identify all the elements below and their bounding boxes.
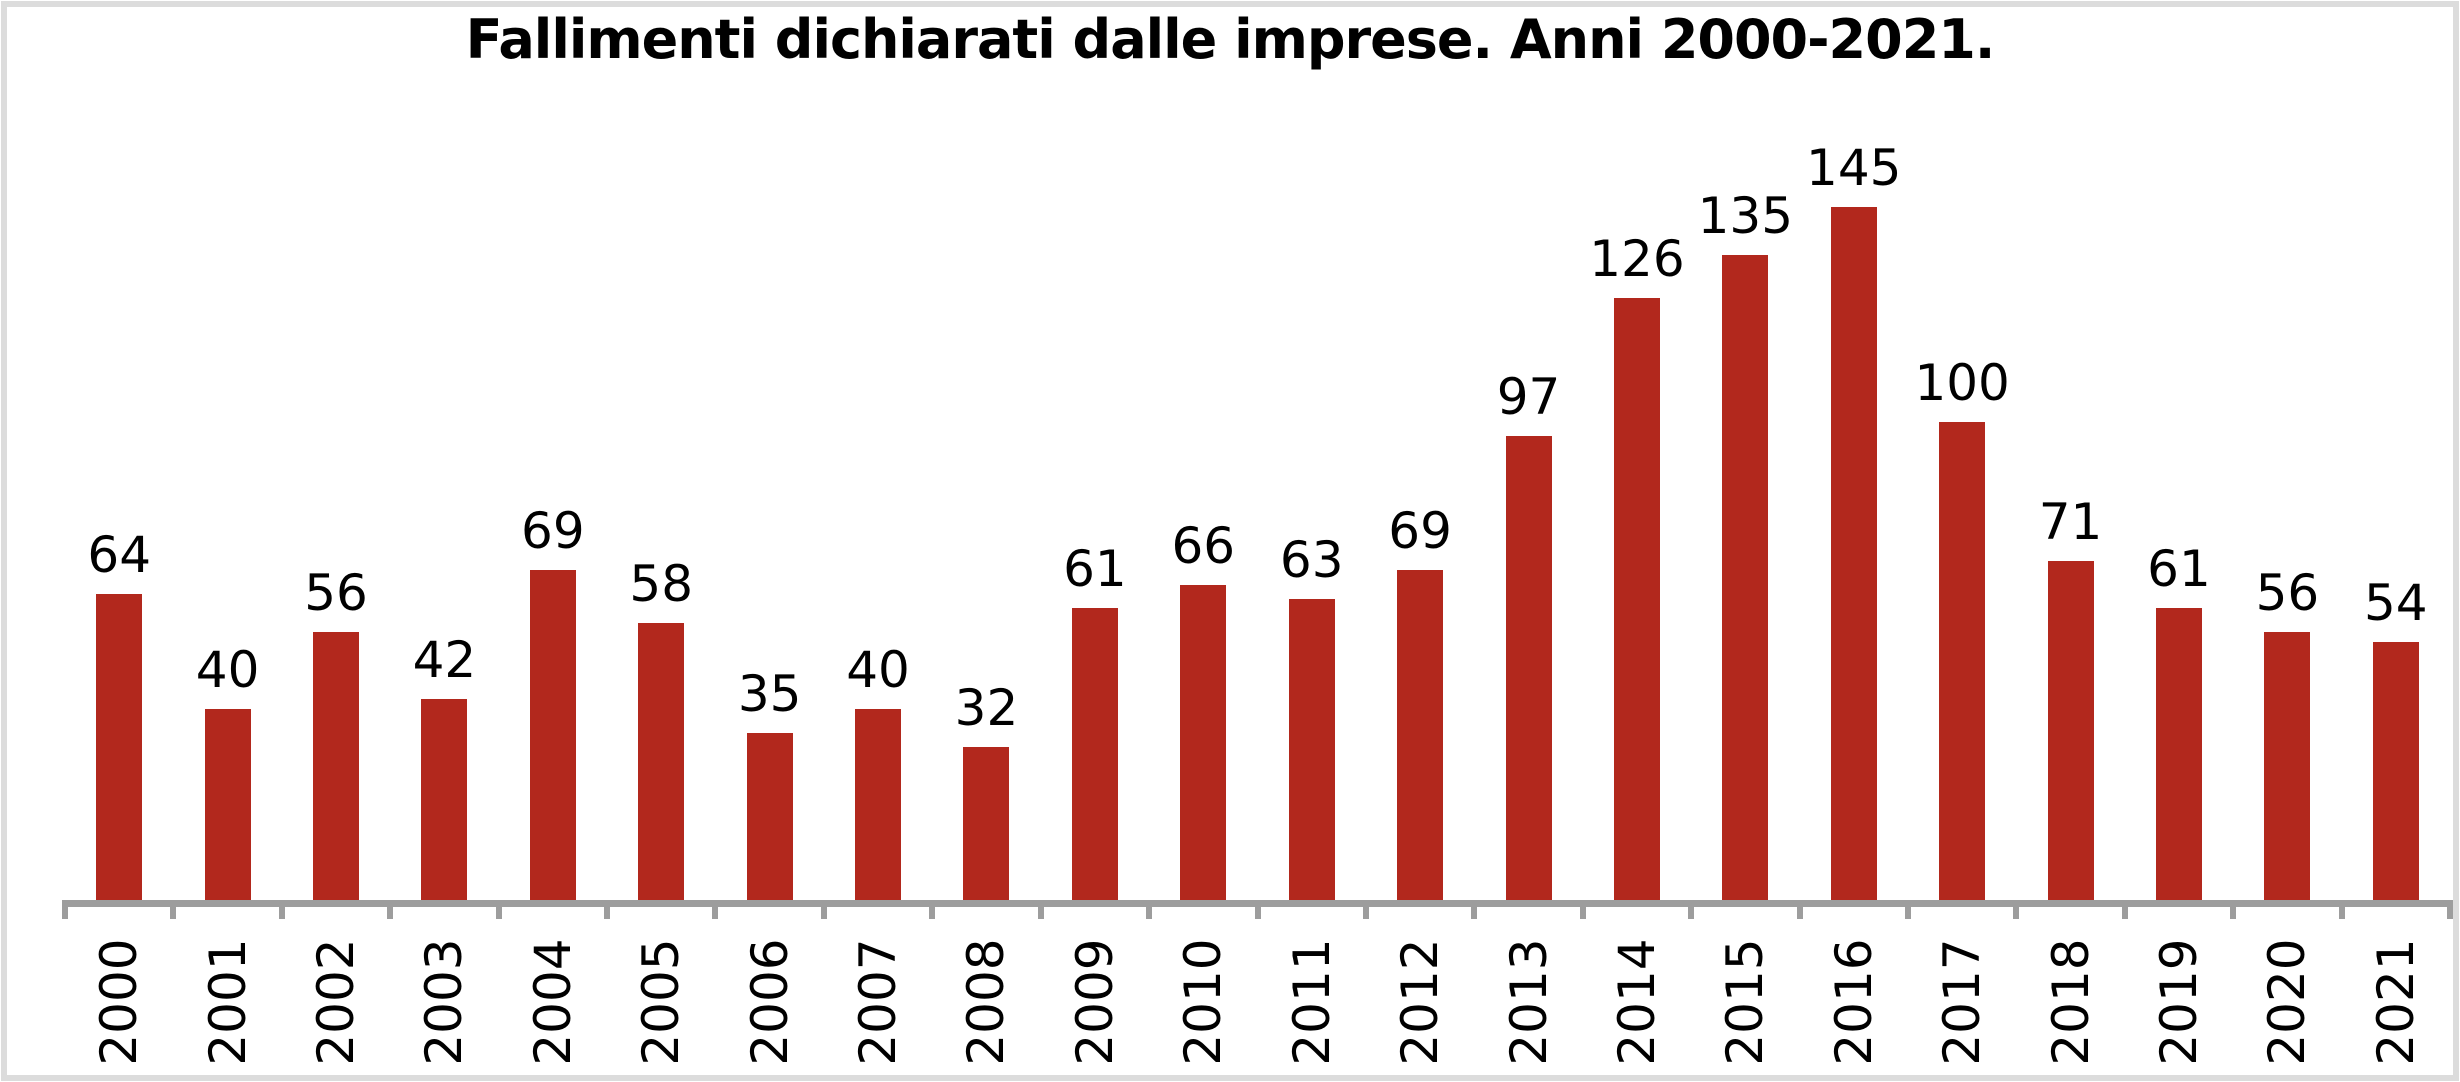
x-axis-year-label-2009: 2009 xyxy=(1065,938,1124,1066)
bar-value-label-2019: 61 xyxy=(2147,540,2211,598)
bar-value-label-2014: 126 xyxy=(1589,230,1685,288)
bar-2003 xyxy=(421,699,468,900)
x-axis-year-label-2006: 2006 xyxy=(740,938,799,1066)
x-axis-year-label-2016: 2016 xyxy=(1824,938,1883,1066)
x-axis-year-label-2021: 2021 xyxy=(2366,938,2425,1066)
x-axis-tick xyxy=(62,900,68,919)
x-axis-tick xyxy=(2447,900,2453,919)
x-axis-tick xyxy=(2013,900,2020,919)
bar-2011 xyxy=(1288,599,1335,900)
bar-value-label-2010: 66 xyxy=(1171,517,1236,575)
bar-value-label-2002: 56 xyxy=(304,564,368,622)
bar-2004 xyxy=(529,570,576,900)
x-axis-year-label-2000: 2000 xyxy=(90,938,149,1066)
x-axis-year-label-2002: 2002 xyxy=(307,938,366,1066)
x-axis-year-label-2015: 2015 xyxy=(1716,938,1775,1066)
bar-2006 xyxy=(746,733,793,900)
x-axis-tick xyxy=(1688,900,1695,919)
bar-value-label-2011: 63 xyxy=(1279,531,1344,589)
x-axis-tick xyxy=(1362,900,1369,919)
bar-value-label-2016: 145 xyxy=(1806,139,1902,197)
x-axis-year-label-2005: 2005 xyxy=(632,938,691,1066)
x-axis-tick xyxy=(1796,900,1803,919)
bar-value-label-2000: 64 xyxy=(87,526,152,584)
x-axis-year-label-2012: 2012 xyxy=(1391,938,1450,1066)
bar-2016 xyxy=(1830,207,1877,900)
x-axis-tick xyxy=(1037,900,1044,919)
x-axis-tick xyxy=(1146,900,1153,919)
bar-value-label-2017: 100 xyxy=(1914,354,2010,412)
bar-2002 xyxy=(313,632,360,900)
bar-2010 xyxy=(1180,585,1227,900)
x-axis-year-label-2003: 2003 xyxy=(415,938,474,1066)
x-axis-tick xyxy=(929,900,936,919)
bar-2000 xyxy=(96,594,143,900)
bar-value-label-2003: 42 xyxy=(412,631,477,689)
bar-2020 xyxy=(2264,632,2311,900)
x-axis-year-label-2018: 2018 xyxy=(2041,938,2100,1066)
x-axis-year-label-2014: 2014 xyxy=(1607,938,1666,1066)
x-axis-tick xyxy=(820,900,827,919)
x-axis-year-label-2013: 2013 xyxy=(1499,938,1558,1066)
x-axis-tick xyxy=(1254,900,1261,919)
bar-2009 xyxy=(1071,608,1118,900)
x-axis-tick xyxy=(2121,900,2128,919)
bar-2005 xyxy=(638,623,685,900)
x-axis-tick xyxy=(2230,900,2237,919)
bar-value-label-2008: 32 xyxy=(954,679,1019,737)
x-axis-tick xyxy=(387,900,394,919)
bar-value-label-2020: 56 xyxy=(2255,564,2320,622)
bar-2018 xyxy=(2047,561,2094,900)
x-axis-tick xyxy=(495,900,502,919)
bar-value-label-2012: 69 xyxy=(1388,502,1452,560)
bar-2007 xyxy=(855,709,902,900)
x-axis-year-label-2004: 2004 xyxy=(523,938,582,1066)
bar-value-label-2004: 69 xyxy=(521,502,585,560)
bar-value-label-2006: 35 xyxy=(737,665,802,723)
bar-2021 xyxy=(2372,642,2419,900)
x-axis-year-label-2007: 2007 xyxy=(849,938,908,1066)
bar-value-label-2005: 58 xyxy=(629,555,694,613)
bar-value-label-2001: 40 xyxy=(195,641,260,699)
bar-2019 xyxy=(2155,608,2202,900)
x-axis-tick xyxy=(170,900,177,919)
x-axis-year-label-2001: 2001 xyxy=(198,938,257,1066)
bar-value-label-2009: 61 xyxy=(1063,540,1127,598)
bar-value-label-2013: 97 xyxy=(1496,368,1561,426)
bar-2017 xyxy=(1939,422,1986,900)
x-axis-tick xyxy=(1579,900,1586,919)
bar-2008 xyxy=(963,747,1010,900)
x-axis-year-label-2020: 2020 xyxy=(2258,938,2317,1066)
bar-value-label-2018: 71 xyxy=(2038,493,2103,551)
x-axis-tick xyxy=(1471,900,1478,919)
bar-2014 xyxy=(1613,298,1660,900)
bar-2013 xyxy=(1505,436,1552,900)
x-axis-tick xyxy=(712,900,719,919)
bar-value-label-2007: 40 xyxy=(846,641,910,699)
bar-2015 xyxy=(1722,255,1769,900)
x-axis-year-label-2011: 2011 xyxy=(1282,938,1341,1066)
chart-title: Fallimenti dichiarati dalle imprese. Ann… xyxy=(465,8,1996,71)
bar-value-label-2015: 135 xyxy=(1697,187,1794,245)
x-axis-tick xyxy=(2338,900,2345,919)
bar-2012 xyxy=(1397,570,1444,900)
x-axis-tick xyxy=(278,900,285,919)
x-axis-tick xyxy=(604,900,611,919)
x-axis-tick xyxy=(1904,900,1911,919)
bar-2001 xyxy=(204,709,251,900)
x-axis-year-label-2008: 2008 xyxy=(957,938,1016,1066)
bar-value-label-2021: 54 xyxy=(2363,574,2428,632)
x-axis-year-label-2017: 2017 xyxy=(1933,938,1992,1066)
x-axis-year-label-2019: 2019 xyxy=(2149,938,2208,1066)
x-axis-year-label-2010: 2010 xyxy=(1174,938,1233,1066)
